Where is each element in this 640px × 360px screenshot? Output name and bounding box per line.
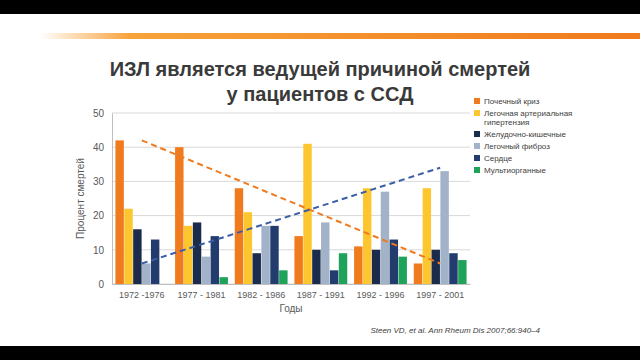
source: Steen VD, et al. Ann Rheum Dis 2007;66:9… — [370, 326, 540, 335]
slide-background — [0, 14, 640, 346]
y-tick: 10 — [93, 245, 112, 256]
x-tick-label: 1972 -1976 — [119, 290, 165, 300]
bar-series — [115, 140, 422, 284]
bar — [124, 209, 132, 284]
y-tick-label: 10 — [93, 245, 105, 256]
bar — [193, 222, 201, 284]
bar — [219, 277, 227, 284]
grid-line — [112, 181, 470, 182]
trend-line — [142, 168, 440, 264]
bar-series — [219, 253, 466, 284]
chart: ИЗЛ является ведущей причиной смертейу п… — [0, 0, 640, 360]
y-tick-label: 0 — [98, 279, 104, 290]
bar-series — [133, 222, 440, 284]
x-tick-label: 1977 - 1981 — [177, 290, 225, 300]
x-axis: 1972 -1976 1977 - 1981 1982 - 1986 1987 - 1… — [113, 284, 471, 300]
x-tick: 1982 - 1986 — [237, 284, 285, 300]
grid-line — [112, 113, 470, 114]
bar — [270, 226, 278, 284]
bar — [279, 270, 287, 284]
x-tick: 1977 - 1981 — [177, 284, 225, 300]
grid-line — [112, 249, 470, 250]
bar — [294, 236, 302, 284]
y-tick: 50 — [93, 108, 112, 119]
x-tick-label: 1992 - 1996 — [356, 290, 404, 300]
plot-area — [115, 140, 466, 284]
bar — [321, 222, 329, 284]
x-tick-label: 1997 - 2001 — [416, 290, 464, 300]
legend-swatch — [474, 110, 480, 116]
legend-label: Мультиорганные — [484, 166, 547, 175]
y-axis: 0 10 20 30 40 50 — [93, 108, 113, 290]
y-tick: 20 — [93, 210, 112, 221]
y-axis-line — [112, 114, 113, 285]
legend-label: Почечный криз — [484, 97, 540, 106]
x-tick: 1997 - 2001 — [416, 284, 464, 300]
grid-line — [112, 147, 470, 148]
bar — [244, 212, 252, 284]
legend-swatch — [474, 155, 480, 161]
bar-series — [151, 226, 458, 284]
x-axis-line — [113, 284, 471, 285]
bar — [211, 236, 219, 284]
bar — [330, 270, 338, 284]
legend-label: Легочный фиброз — [484, 142, 550, 151]
legend-swatch — [474, 143, 480, 149]
y-tick: 40 — [93, 142, 112, 153]
bar — [184, 226, 192, 284]
bar-series — [142, 171, 449, 284]
bar — [423, 188, 431, 284]
bar — [398, 257, 406, 284]
bar — [261, 226, 269, 284]
x-axis-title: Годы — [279, 303, 302, 314]
bar — [312, 250, 320, 284]
bar-series — [124, 144, 431, 284]
y-tick: 0 — [98, 279, 112, 290]
bar — [432, 250, 440, 284]
legend-label: Легочная артериальнаягипертензия — [484, 109, 572, 127]
bar — [449, 253, 457, 284]
bar — [414, 263, 422, 284]
bar — [381, 192, 389, 284]
bar — [372, 250, 380, 284]
y-tick-label: 20 — [93, 210, 105, 221]
legend-label: Желудочно-кишечные — [484, 130, 566, 139]
bar — [151, 240, 159, 284]
trend-line — [142, 140, 440, 263]
x-tick: 1992 - 1996 — [356, 284, 404, 300]
legend-swatch — [474, 167, 480, 173]
legend-label: Сердце — [484, 154, 513, 163]
title: ИЗЛ является ведущей причиной смертейу п… — [110, 58, 531, 105]
x-tick-label: 1982 - 1986 — [237, 290, 285, 300]
bar — [339, 253, 347, 284]
bar — [235, 188, 243, 284]
y-tick-label: 30 — [93, 176, 105, 187]
bar — [354, 246, 362, 284]
bar — [253, 253, 261, 284]
bar — [390, 240, 398, 284]
bar — [175, 147, 183, 284]
y-tick-label: 40 — [93, 142, 105, 153]
grid — [112, 113, 470, 284]
x-tick: 1987 - 1991 — [297, 284, 345, 300]
bar — [115, 140, 123, 284]
y-tick-label: 50 — [93, 108, 105, 119]
bar — [303, 144, 311, 284]
bar — [133, 229, 141, 284]
bar — [440, 171, 448, 284]
bar — [142, 263, 150, 284]
bar — [202, 257, 210, 284]
header-stripe — [40, 33, 640, 39]
legend-swatch — [474, 98, 480, 104]
bar — [458, 260, 466, 284]
grid-line — [112, 215, 470, 216]
bar — [160, 284, 168, 285]
y-axis-title: Процент смертей — [75, 158, 86, 239]
x-tick: 1972 -1976 — [119, 284, 165, 300]
y-tick: 30 — [93, 176, 112, 187]
x-tick-label: 1987 - 1991 — [297, 290, 345, 300]
legend: Почечный криз Легочная артериальнаягиперт… — [474, 97, 572, 175]
bar — [363, 188, 371, 284]
legend-swatch — [474, 131, 480, 137]
